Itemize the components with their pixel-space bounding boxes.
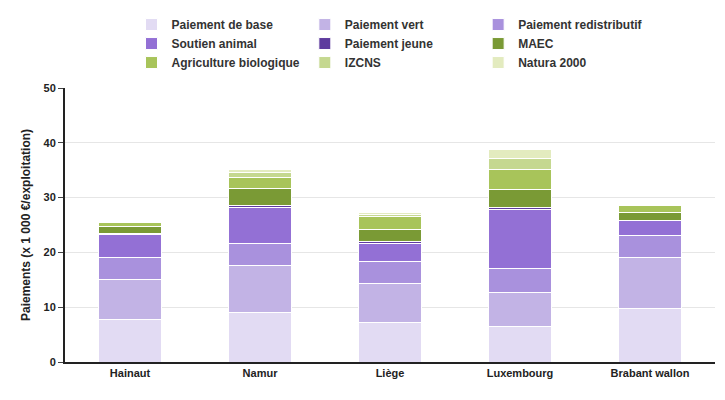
svg-text:Paiement de base: Paiement de base (172, 18, 274, 32)
svg-text:Paiements (x 1 000 €/exploitat: Paiements (x 1 000 €/exploitation) (19, 129, 33, 321)
svg-text:20: 20 (44, 246, 56, 258)
svg-text:Agriculture biologique: Agriculture biologique (172, 56, 300, 70)
svg-text:0: 0 (50, 356, 56, 368)
svg-text:Brabant wallon: Brabant wallon (611, 367, 690, 379)
svg-text:Paiement jeune: Paiement jeune (345, 37, 433, 51)
svg-text:Paiement vert: Paiement vert (345, 18, 424, 32)
svg-text:Liège: Liège (376, 367, 405, 379)
svg-text:MAEC: MAEC (518, 37, 554, 51)
svg-text:Hainaut: Hainaut (110, 367, 151, 379)
svg-text:30: 30 (44, 191, 56, 203)
svg-text:10: 10 (44, 301, 56, 313)
svg-text:Soutien animal: Soutien animal (172, 37, 257, 51)
svg-text:IZCNS: IZCNS (345, 56, 381, 70)
svg-text:Paiement redistributif: Paiement redistributif (518, 18, 642, 32)
svg-text:40: 40 (44, 137, 56, 149)
svg-text:Luxembourg: Luxembourg (487, 367, 554, 379)
svg-text:Namur: Namur (243, 367, 279, 379)
svg-text:Natura 2000: Natura 2000 (518, 56, 586, 70)
svg-text:50: 50 (44, 82, 56, 94)
